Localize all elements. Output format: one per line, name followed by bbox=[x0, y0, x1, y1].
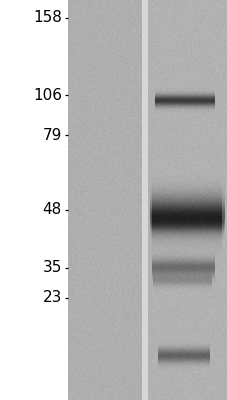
Text: 158: 158 bbox=[33, 10, 62, 26]
Text: 23: 23 bbox=[42, 290, 62, 306]
Text: 35: 35 bbox=[42, 260, 62, 276]
Text: 79: 79 bbox=[42, 128, 62, 142]
Text: 106: 106 bbox=[33, 88, 62, 102]
Text: 48: 48 bbox=[42, 202, 62, 218]
